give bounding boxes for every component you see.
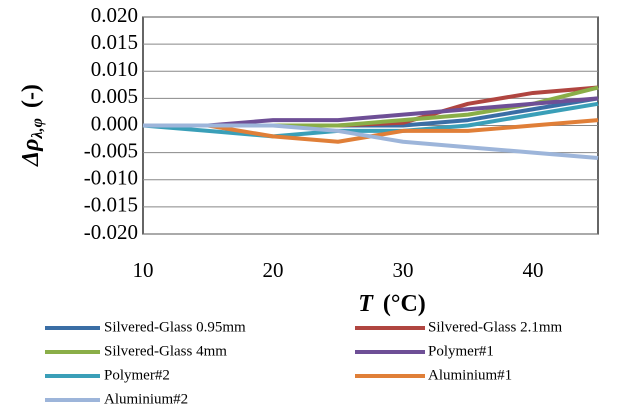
x-tick-label: 40 (523, 258, 544, 282)
legend-label: Silvered-Glass 0.95mm (104, 319, 246, 335)
y-axis-label: Δρλ,φ (-) (18, 84, 46, 167)
y-tick-label: -0.015 (84, 193, 138, 217)
y-tick-label: 0.000 (91, 111, 138, 135)
series-line (143, 85, 599, 128)
y-label-unit: (-) (18, 84, 44, 108)
y-tick-label: -0.010 (84, 166, 138, 190)
y-tick-label: 0.015 (91, 30, 138, 54)
series-line (142, 101, 599, 139)
y-tick-label: -0.020 (84, 220, 138, 244)
x-tick-label: 30 (393, 258, 414, 282)
y-tick-label: 0.005 (91, 84, 138, 108)
y-label-sub: λ,φ (29, 118, 46, 139)
legend-label: Silvered-Glass 2.1mm (428, 319, 562, 335)
y-tick-label: -0.005 (84, 138, 138, 162)
legend-label: Aluminium#1 (428, 367, 512, 383)
legend-label: Polymer#1 (428, 343, 494, 359)
y-tick-label: 0.010 (91, 57, 138, 81)
x-tick-label: 10 (133, 258, 154, 282)
legend-label: Polymer#2 (104, 367, 170, 383)
series-line (143, 123, 599, 161)
x-axis-label: T (°C) (358, 291, 426, 317)
y-label-main: Δρ (18, 139, 44, 167)
legend-label: Aluminium#2 (104, 391, 188, 407)
x-tick-label: 20 (263, 258, 284, 282)
x-label-unit: (°C) (383, 291, 426, 317)
legend-label: Silvered-Glass 4mm (104, 343, 227, 359)
y-tick-label: 0.020 (91, 3, 138, 27)
x-label-main: T (358, 291, 374, 317)
